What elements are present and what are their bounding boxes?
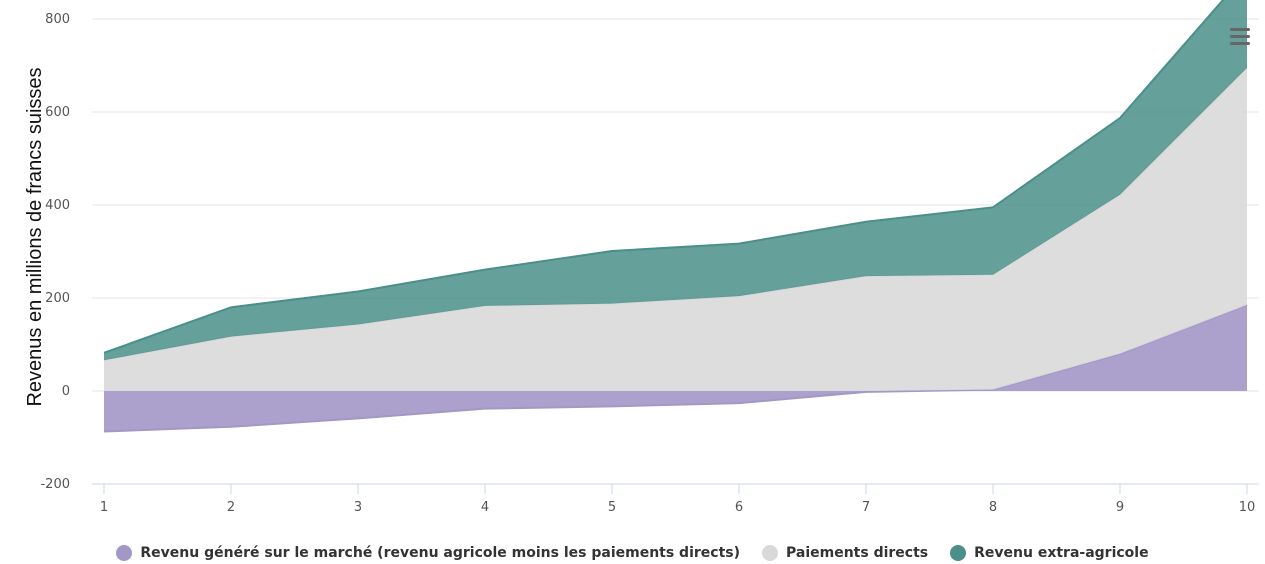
x-tick-label: 6 bbox=[735, 500, 743, 515]
x-tick-label: 9 bbox=[1116, 500, 1124, 515]
series-line-1 bbox=[103, 304, 1248, 433]
legend-swatch-icon bbox=[116, 545, 133, 561]
x-tick-label: 3 bbox=[354, 500, 362, 515]
y-tick-label: 200 bbox=[45, 291, 70, 306]
series-line-3 bbox=[103, 0, 1225, 354]
hamburger-menu-icon bbox=[1230, 28, 1250, 31]
chart-canvas: -200 0 200 400 600 800 1 2 3 4 5 6 7 8 9 10 Revenus en … bbox=[24, 0, 1259, 515]
axis-layer: -200 0 200 400 600 800 1 2 3 4 5 6 7 8 9 10 bbox=[40, 12, 1259, 515]
area-series-3[interactable] bbox=[104, 0, 1247, 361]
x-tick-label: 5 bbox=[608, 500, 616, 515]
y-axis-title: Revenus en millions de francs suisses bbox=[24, 67, 46, 406]
y-tick-label: 800 bbox=[45, 12, 70, 27]
legend-item-2[interactable]: Paiements directs bbox=[762, 545, 928, 561]
x-tick-label: 8 bbox=[989, 500, 997, 515]
y-tick-label: 600 bbox=[45, 105, 70, 120]
y-tick-label: 400 bbox=[45, 198, 70, 213]
legend-swatch-icon bbox=[762, 545, 778, 561]
area-series-1[interactable] bbox=[104, 304, 1247, 432]
y-tick-label: 0 bbox=[62, 384, 70, 399]
x-tick-label: 7 bbox=[862, 500, 870, 515]
hamburger-menu-icon-bar bbox=[1230, 42, 1250, 45]
legend-item-3[interactable]: Revenu extra-agricole bbox=[950, 545, 1149, 561]
legend-label: Revenu généré sur le marché (revenu agri… bbox=[140, 545, 740, 561]
chart-menu-button[interactable] bbox=[1226, 25, 1254, 49]
area-layer bbox=[103, 0, 1248, 433]
chart-legend: Revenu généré sur le marché (revenu agri… bbox=[0, 543, 1265, 563]
legend-label: Revenu extra-agricole bbox=[974, 545, 1149, 561]
legend-label: Paiements directs bbox=[786, 545, 929, 561]
x-tick-label: 10 bbox=[1239, 500, 1256, 515]
area-series-2[interactable] bbox=[104, 67, 1247, 391]
x-tick-label: 2 bbox=[227, 500, 235, 515]
x-tick-label: 1 bbox=[100, 500, 108, 515]
legend-swatch-icon bbox=[950, 545, 967, 561]
legend-item-1[interactable]: Revenu généré sur le marché (revenu agri… bbox=[116, 545, 740, 561]
x-tick-label: 4 bbox=[481, 500, 489, 515]
y-tick-label: -200 bbox=[40, 477, 70, 492]
hamburger-menu-icon-bar bbox=[1230, 35, 1250, 38]
